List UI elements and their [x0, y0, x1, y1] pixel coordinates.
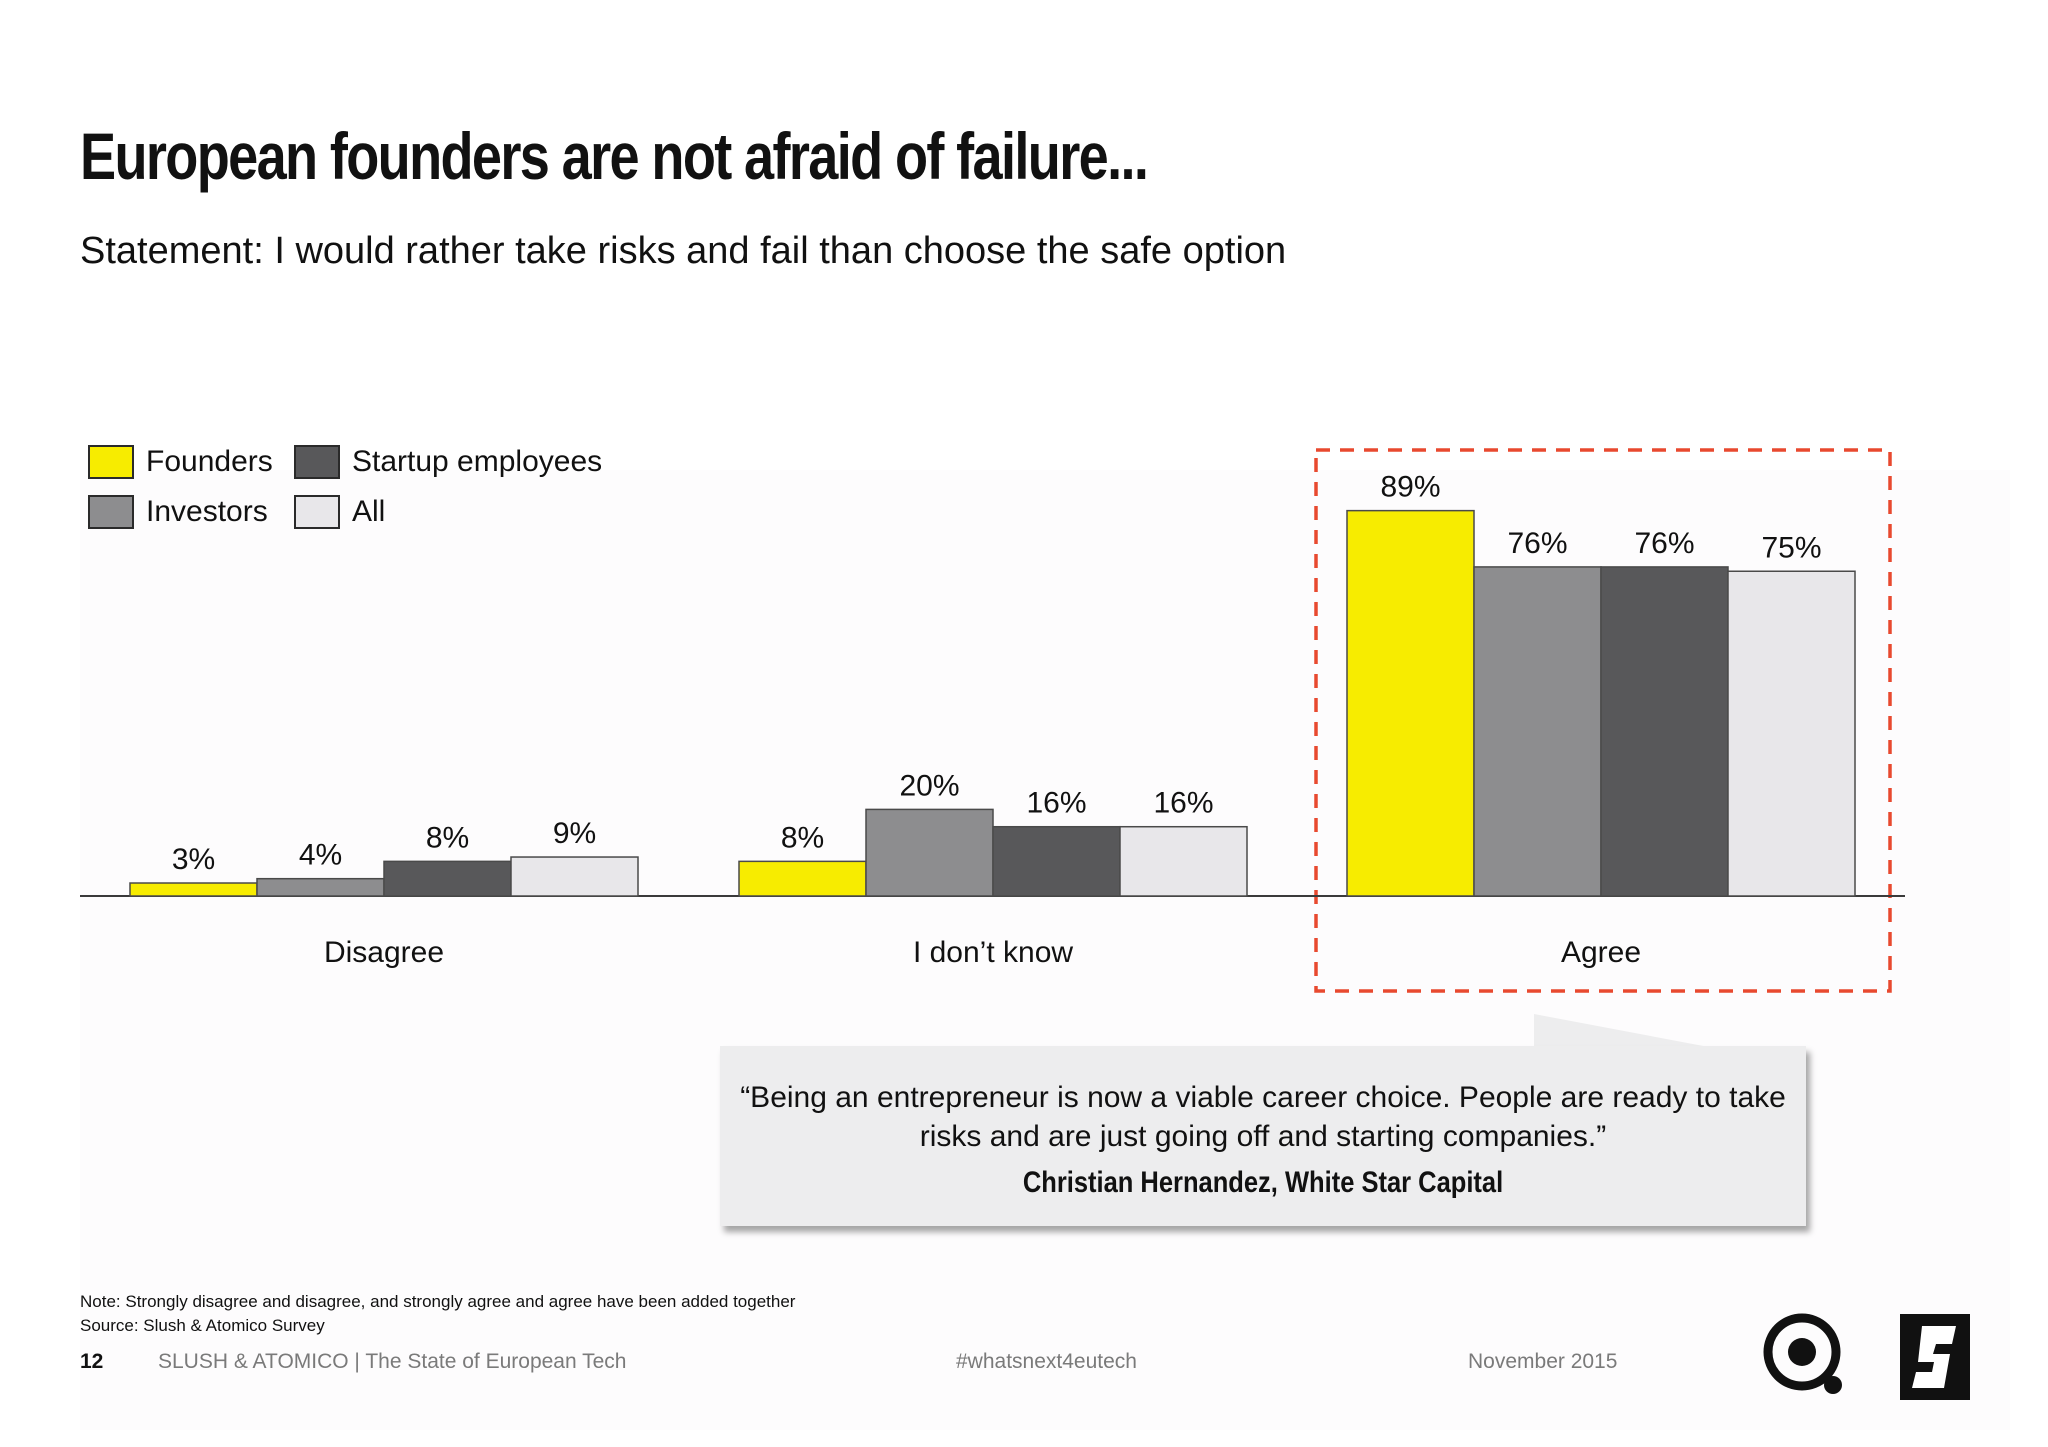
- bar-investors: [1473, 566, 1602, 897]
- data-label: 76%: [1507, 527, 1567, 560]
- data-label: 76%: [1634, 527, 1694, 560]
- data-label: 8%: [426, 821, 469, 854]
- data-label: 75%: [1761, 531, 1821, 564]
- legend-label: Startup employees: [352, 445, 603, 478]
- data-label: 3%: [172, 843, 215, 876]
- category-label: Agree: [1561, 936, 1641, 969]
- bar-startup-employees: [383, 860, 512, 897]
- legend-label: Founders: [146, 445, 273, 478]
- legend-item-startup-employees: Startup employees: [294, 442, 602, 482]
- source-text: Source: Slush & Atomico Survey: [80, 1316, 325, 1335]
- legend-item-all: All: [294, 492, 385, 532]
- bar-founders: [738, 860, 867, 897]
- quote-pointer: [1534, 1014, 1714, 1048]
- bar-all: [510, 856, 639, 897]
- bar-investors: [256, 877, 385, 897]
- data-label: 8%: [781, 821, 824, 854]
- bar-startup-employees: [1600, 566, 1729, 897]
- page-number: 12: [80, 1350, 104, 1373]
- data-label: 20%: [899, 769, 959, 802]
- category-label: Disagree: [324, 936, 444, 969]
- bar-all: [1119, 825, 1248, 897]
- bar-startup-employees: [992, 825, 1121, 897]
- page-title: European founders are not afraid of fail…: [80, 119, 1149, 193]
- category-label: I don’t know: [913, 936, 1073, 969]
- footer-organization: SLUSH & ATOMICO | The State of European …: [158, 1350, 627, 1373]
- data-label: 16%: [1026, 787, 1086, 820]
- footer-hashtag: #whatsnext4eutech: [956, 1350, 1137, 1373]
- legend-item-founders: Founders: [88, 442, 273, 482]
- legend-swatch-founders: [88, 445, 134, 479]
- legend-swatch-startup-employees: [294, 445, 340, 479]
- slush-logo: [1900, 1314, 1970, 1400]
- bar-all: [1727, 570, 1856, 897]
- quote-box: “Being an entrepreneur is now a viable c…: [720, 1046, 1806, 1226]
- quote-text: “Being an entrepreneur is now a viable c…: [740, 1081, 1786, 1153]
- data-label: 9%: [553, 817, 596, 850]
- chart-legend: Founders Startup employees Investors All: [88, 442, 628, 542]
- page-subtitle: Statement: I would rather take risks and…: [80, 230, 1287, 272]
- footnotes: Note: Strongly disagree and disagree, an…: [80, 1290, 795, 1338]
- legend-label: Investors: [146, 495, 268, 528]
- atomico-logo: [1763, 1313, 1842, 1394]
- bar-founders: [129, 882, 258, 897]
- legend-label: All: [352, 495, 386, 528]
- bar-founders: [1346, 509, 1475, 897]
- quote-author: Christian Hernandez, White Star Capital: [1022, 1166, 1504, 1199]
- data-label: 16%: [1153, 787, 1213, 820]
- legend-item-investors: Investors: [88, 492, 268, 532]
- data-label: 89%: [1380, 471, 1440, 504]
- note-text: Note: Strongly disagree and disagree, an…: [80, 1292, 796, 1311]
- footer-date: November 2015: [1468, 1350, 1618, 1373]
- bar-investors: [865, 808, 994, 897]
- highlight-box: [1314, 448, 1892, 993]
- legend-swatch-investors: [88, 495, 134, 529]
- data-label: 4%: [299, 839, 342, 872]
- legend-swatch-all: [294, 495, 340, 529]
